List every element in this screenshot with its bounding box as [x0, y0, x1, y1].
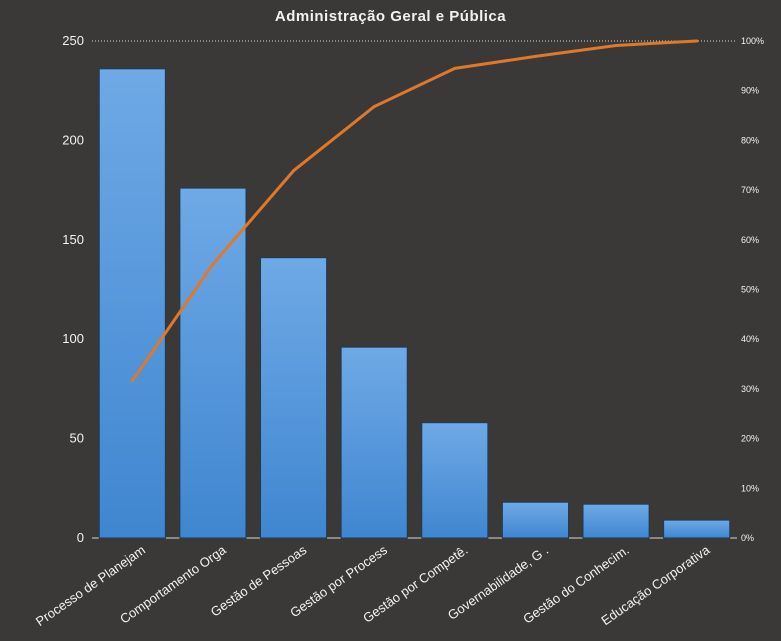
y2-tick-label: 70%: [741, 185, 759, 195]
y2-tick-label: 80%: [741, 135, 759, 145]
y-tick-label: 250: [62, 33, 84, 48]
bar: [501, 501, 569, 539]
cumulative-point: [211, 262, 215, 266]
y-tick-label: 0: [77, 530, 84, 545]
y-tick-label: 200: [62, 132, 84, 147]
bar: [260, 257, 328, 539]
y2-tick-label: 90%: [741, 86, 759, 96]
y2-tick-label: 40%: [741, 334, 759, 344]
cumulative-point: [130, 379, 134, 383]
bar: [340, 346, 408, 539]
y2-tick-label: 100%: [741, 36, 764, 46]
bar: [98, 68, 166, 539]
y-tick-label: 100: [62, 331, 84, 346]
cumulative-point: [695, 39, 699, 43]
y-tick-label: 150: [62, 232, 84, 247]
chart-title: Administração Geral e Pública: [274, 8, 507, 25]
y2-tick-label: 30%: [741, 384, 759, 394]
cumulative-point: [614, 43, 618, 47]
cumulative-point: [453, 66, 457, 70]
bar: [179, 187, 247, 539]
cumulative-line: [130, 39, 699, 383]
cumulative-point: [372, 105, 376, 109]
bar: [421, 422, 489, 539]
cumulative-point: [533, 54, 537, 58]
y2-tick-label: 60%: [741, 235, 759, 245]
y-tick-label: 50: [70, 431, 84, 446]
cumulative-point: [292, 169, 296, 173]
y2-tick-label: 10%: [741, 483, 759, 493]
bar: [663, 519, 731, 539]
bar: [582, 503, 650, 539]
y2-tick-label: 0%: [741, 533, 754, 543]
y2-tick-label: 50%: [741, 285, 759, 295]
y2-tick-label: 20%: [741, 434, 759, 444]
